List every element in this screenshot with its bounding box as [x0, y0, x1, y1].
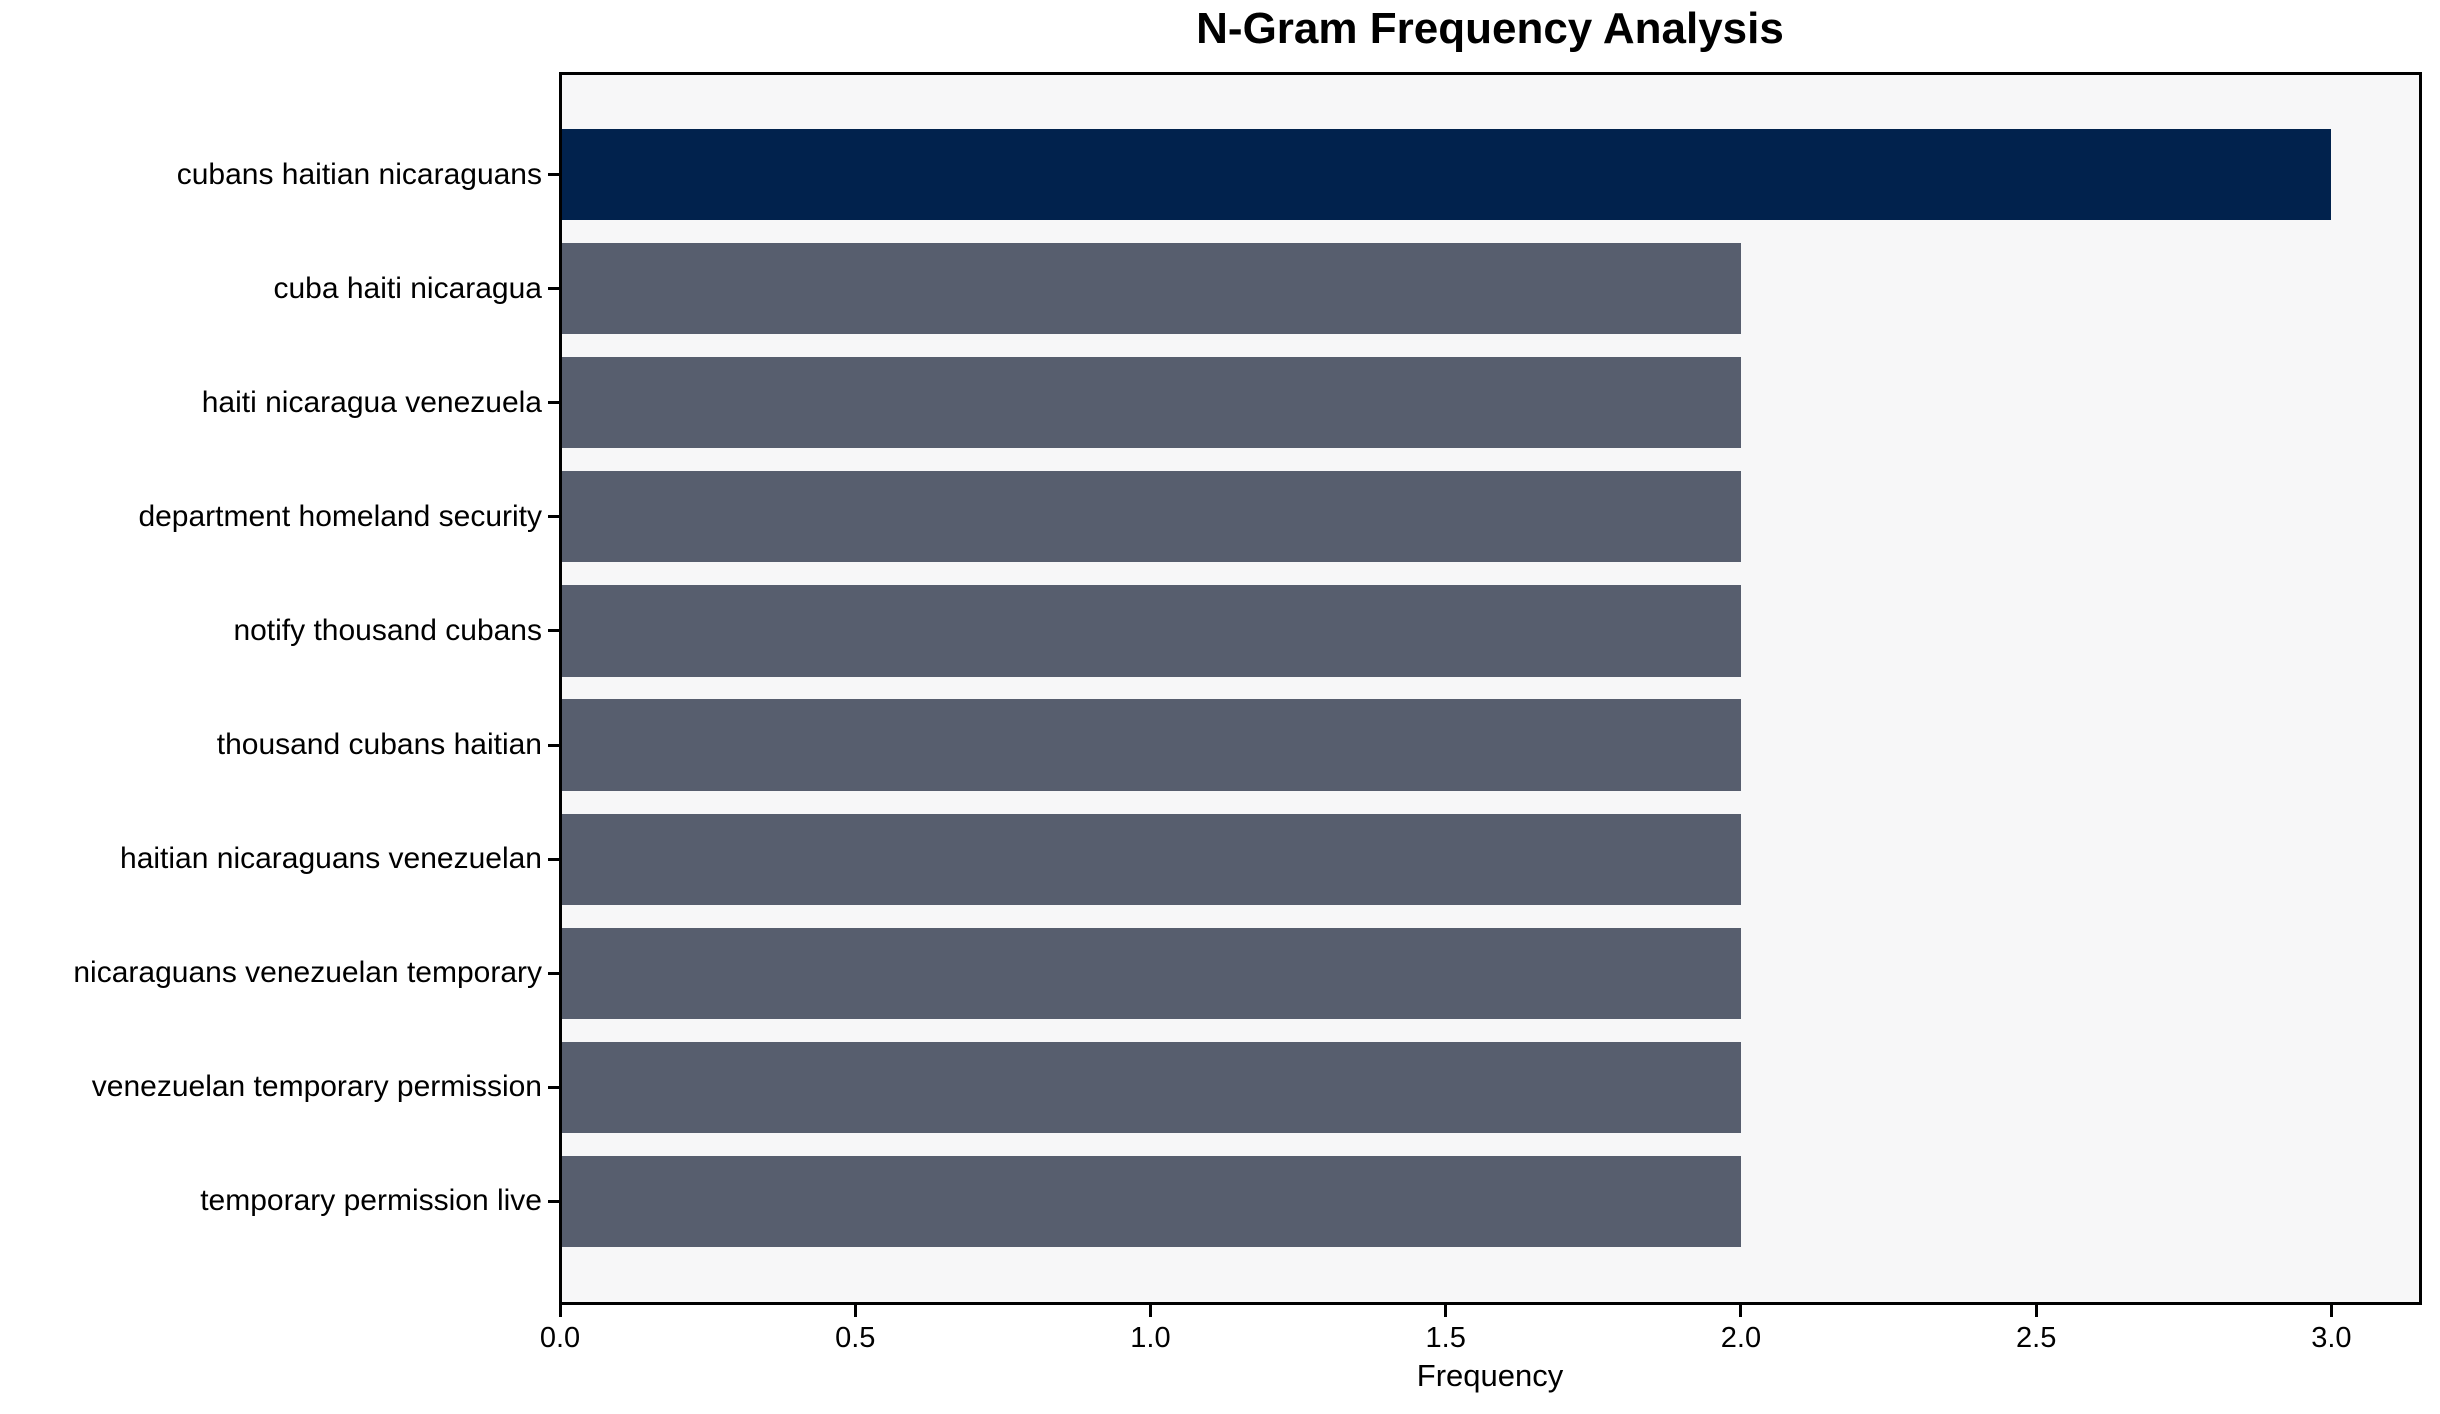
bar-3: [560, 357, 1741, 449]
x-tick-label: 2.0: [1720, 1322, 1762, 1354]
y-tick-mark: [548, 173, 560, 177]
y-tick-mark: [548, 857, 560, 861]
bar-6: [560, 699, 1741, 791]
bar-5: [560, 585, 1741, 677]
y-tick-mark: [548, 515, 560, 519]
x-tick-mark: [558, 1305, 562, 1317]
y-tick-mark: [548, 1199, 560, 1203]
x-tick-label: 0.5: [835, 1322, 876, 1354]
y-axis-category-label: haitian nicaraguans venezuelan: [120, 842, 542, 876]
y-tick-mark: [548, 743, 560, 747]
x-axis-label: Frequency: [1416, 1358, 1564, 1393]
y-tick-mark: [548, 1085, 560, 1089]
y-tick-mark: [548, 287, 560, 291]
y-tick-mark: [548, 971, 560, 975]
plot-area: [560, 73, 2420, 1303]
chart-title: N-Gram Frequency Analysis: [1196, 4, 1784, 53]
x-tick-label: 1.5: [1425, 1322, 1466, 1354]
bar-8: [560, 927, 1741, 1019]
bar-9: [560, 1041, 1741, 1133]
x-tick-mark: [1739, 1305, 1743, 1317]
x-tick-mark: [1444, 1305, 1448, 1317]
x-tick-mark: [2329, 1305, 2333, 1317]
bar-4: [560, 471, 1741, 563]
y-axis-category-label: department homeland security: [138, 499, 542, 533]
y-axis-category-label: haiti nicaragua venezuela: [201, 385, 542, 419]
y-axis-category-label: thousand cubans haitian: [216, 728, 542, 762]
x-tick-label: 3.0: [2311, 1322, 2352, 1354]
y-axis-category-label: cubans haitian nicaraguans: [176, 157, 542, 191]
y-tick-mark: [548, 401, 560, 405]
y-axis-category-label: venezuelan temporary permission: [91, 1070, 542, 1104]
x-tick-mark: [1148, 1305, 1152, 1317]
y-tick-mark: [548, 629, 560, 633]
bar-1: [560, 128, 2332, 221]
y-axis-category-label: notify thousand cubans: [233, 613, 542, 647]
x-tick-mark: [853, 1305, 857, 1317]
x-tick-label: 2.5: [2016, 1322, 2057, 1354]
x-tick-label: 1.0: [1130, 1322, 1171, 1354]
x-tick-label: 0.0: [539, 1322, 581, 1354]
bar-2: [560, 243, 1741, 335]
x-tick-mark: [2034, 1305, 2038, 1317]
y-axis-category-label: temporary permission live: [200, 1184, 542, 1218]
bar-10: [560, 1155, 1741, 1248]
bar-7: [560, 813, 1741, 905]
y-axis-category-label: cuba haiti nicaragua: [273, 271, 542, 305]
y-axis-category-label: nicaraguans venezuelan temporary: [73, 956, 542, 990]
